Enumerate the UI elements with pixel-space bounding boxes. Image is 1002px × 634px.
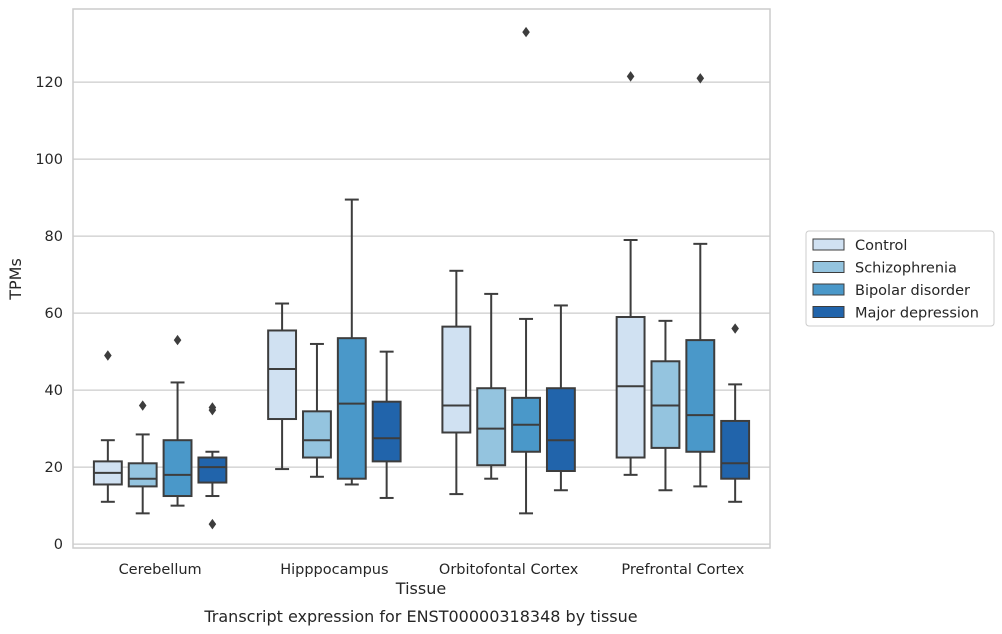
box-iqr bbox=[720, 419, 751, 480]
legend: Control Schizophrenia Bipolar disorder Majo… bbox=[805, 230, 995, 327]
legend-swatch bbox=[812, 283, 845, 296]
box-bipolar-disorder bbox=[685, 73, 716, 488]
box-iqr bbox=[441, 325, 472, 434]
y-tick-label: 100 bbox=[35, 152, 63, 168]
y-axis-label: TPMs bbox=[6, 258, 25, 301]
box-bipolar-disorder bbox=[336, 198, 367, 486]
outlier-point bbox=[208, 518, 217, 530]
outlier-point bbox=[138, 400, 147, 411]
x-tick-label: Cerebellum bbox=[119, 562, 202, 578]
box-major-depression bbox=[545, 304, 576, 492]
outlier-point bbox=[522, 26, 530, 38]
chart-caption: Transcript expression for ENST0000031834… bbox=[203, 607, 637, 626]
legend-swatch bbox=[812, 261, 845, 273]
box-iqr bbox=[545, 387, 576, 473]
outlier-point bbox=[696, 73, 705, 84]
outlier-point bbox=[626, 71, 635, 82]
x-tick-label: Hipppocampus bbox=[280, 562, 388, 578]
box-iqr bbox=[162, 439, 193, 498]
box-major-depression bbox=[371, 350, 402, 499]
box-iqr bbox=[197, 456, 228, 484]
legend-label: Bipolar disorder bbox=[855, 283, 970, 299]
box-schizophrenia bbox=[302, 342, 332, 478]
boxes-layer bbox=[92, 26, 751, 530]
y-tick-label: 0 bbox=[54, 537, 63, 553]
box-iqr bbox=[476, 387, 507, 467]
y-tick-label: 60 bbox=[45, 306, 63, 322]
x-tick-label: Prefrontal Cortex bbox=[621, 562, 744, 578]
box-iqr bbox=[336, 337, 367, 480]
box-iqr bbox=[371, 400, 402, 463]
box-major-depression bbox=[720, 323, 751, 503]
plot-frame bbox=[72, 8, 771, 549]
box-major-depression bbox=[197, 402, 228, 530]
x-tick-label: Orbitofontal Cortex bbox=[439, 562, 579, 578]
box-control bbox=[615, 71, 646, 476]
outlier-point bbox=[208, 404, 217, 416]
box-iqr bbox=[267, 329, 298, 421]
y-tick-label: 120 bbox=[35, 75, 63, 91]
legend-label: Major depression bbox=[855, 306, 979, 322]
legend-label: Schizophrenia bbox=[855, 261, 957, 277]
outlier-point bbox=[173, 334, 182, 346]
y-tick-label: 20 bbox=[45, 460, 63, 476]
box-control bbox=[267, 302, 298, 471]
outlier-point bbox=[731, 323, 739, 334]
legend-frame bbox=[805, 230, 995, 327]
y-tick-label: 80 bbox=[45, 229, 63, 245]
box-control bbox=[441, 269, 472, 496]
legend-swatch bbox=[812, 238, 845, 251]
box-schizophrenia bbox=[476, 292, 507, 480]
x-axis-label: Tissue bbox=[395, 579, 446, 598]
box-iqr bbox=[685, 339, 716, 453]
legend-swatch bbox=[812, 306, 845, 318]
y-tick-labels: 0 20 40 60 80 100 120 bbox=[35, 75, 63, 553]
box-bipolar-disorder bbox=[162, 334, 193, 507]
outlier-point bbox=[104, 350, 112, 361]
box-schizophrenia bbox=[127, 400, 158, 515]
box-schizophrenia bbox=[650, 319, 681, 492]
box-control bbox=[92, 350, 123, 503]
box-iqr bbox=[302, 410, 332, 459]
legend-label: Control bbox=[855, 238, 907, 254]
y-tick-label: 40 bbox=[45, 383, 63, 399]
box-bipolar-disorder bbox=[511, 26, 541, 515]
box-iqr bbox=[127, 462, 158, 488]
x-tick-labels: Cerebellum Hipppocampus Orbitofontal Corte… bbox=[119, 562, 745, 578]
